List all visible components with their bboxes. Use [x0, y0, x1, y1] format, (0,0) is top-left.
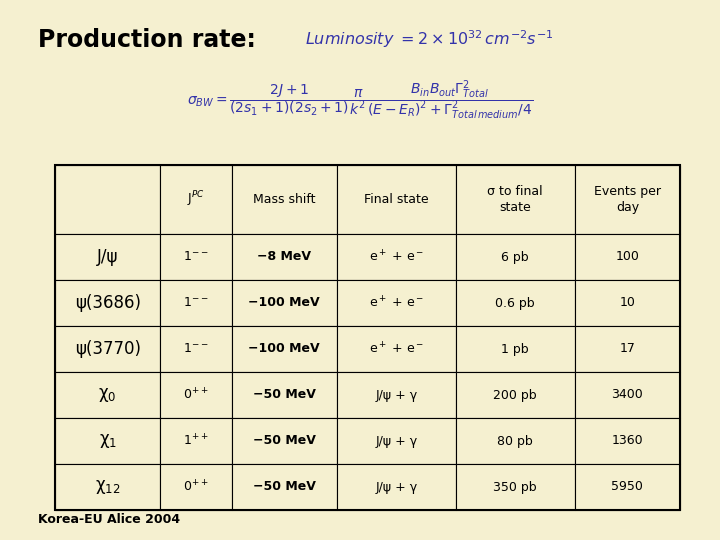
Bar — [337, 234, 456, 280]
Bar — [456, 372, 575, 418]
Text: 10: 10 — [619, 296, 635, 309]
Text: 1$^{--}$: 1$^{--}$ — [183, 342, 209, 355]
Text: 100: 100 — [616, 251, 639, 264]
Text: e$^+$ + e$^-$: e$^+$ + e$^-$ — [369, 341, 424, 356]
Text: Final state: Final state — [364, 193, 428, 206]
Text: −100 MeV: −100 MeV — [248, 296, 320, 309]
Bar — [55, 234, 161, 280]
Text: 1$^{--}$: 1$^{--}$ — [183, 296, 209, 309]
Text: $\sigma_{BW} = \dfrac{2J+1}{(2s_1+1)(2s_2+1)}\dfrac{\pi}{k^2}\dfrac{B_{in}B_{out: $\sigma_{BW} = \dfrac{2J+1}{(2s_1+1)(2s_… — [187, 78, 533, 122]
Bar — [232, 280, 337, 326]
Text: Korea-EU Alice 2004: Korea-EU Alice 2004 — [38, 513, 180, 526]
Bar — [575, 326, 680, 372]
Bar — [161, 372, 232, 418]
Bar — [161, 234, 232, 280]
Bar — [55, 280, 161, 326]
Bar — [232, 326, 337, 372]
Text: Mass shift: Mass shift — [253, 193, 315, 206]
Text: 3400: 3400 — [611, 388, 643, 402]
Bar — [575, 464, 680, 510]
Text: J/ψ + γ: J/ψ + γ — [375, 388, 418, 402]
Text: Events per
day: Events per day — [594, 185, 661, 214]
Bar — [456, 165, 575, 234]
Bar — [575, 418, 680, 464]
Text: −8 MeV: −8 MeV — [257, 251, 311, 264]
Text: 1360: 1360 — [611, 435, 643, 448]
Bar — [337, 280, 456, 326]
Text: Luminosity $= 2\times10^{32}\,cm^{-2}s^{-1}$: Luminosity $= 2\times10^{32}\,cm^{-2}s^{… — [305, 28, 554, 50]
Bar — [456, 280, 575, 326]
Text: J$^{PC}$: J$^{PC}$ — [187, 190, 205, 210]
Text: ψ(3686): ψ(3686) — [75, 294, 140, 312]
Bar — [161, 165, 232, 234]
Text: e$^+$ + e$^-$: e$^+$ + e$^-$ — [369, 249, 424, 265]
Text: 0$^{++}$: 0$^{++}$ — [183, 387, 209, 403]
Bar — [55, 418, 161, 464]
Bar — [337, 165, 456, 234]
Bar — [456, 464, 575, 510]
Bar — [55, 372, 161, 418]
Text: χ$_{12}$: χ$_{12}$ — [95, 478, 120, 496]
Bar — [232, 234, 337, 280]
Bar — [161, 280, 232, 326]
Bar — [232, 464, 337, 510]
Text: −50 MeV: −50 MeV — [253, 481, 315, 494]
Text: e$^+$ + e$^-$: e$^+$ + e$^-$ — [369, 295, 424, 310]
Text: 5950: 5950 — [611, 481, 643, 494]
Bar — [456, 326, 575, 372]
Bar — [456, 234, 575, 280]
Bar — [232, 418, 337, 464]
Bar — [161, 326, 232, 372]
Bar — [161, 418, 232, 464]
Text: 1$^{++}$: 1$^{++}$ — [183, 433, 209, 449]
Bar — [161, 464, 232, 510]
Bar — [55, 165, 161, 234]
Bar — [232, 372, 337, 418]
Bar — [575, 372, 680, 418]
Bar — [55, 326, 161, 372]
Text: J/ψ: J/ψ — [97, 248, 118, 266]
Text: 0.6 pb: 0.6 pb — [495, 296, 535, 309]
Text: J/ψ + γ: J/ψ + γ — [375, 435, 418, 448]
Bar — [456, 418, 575, 464]
Bar — [55, 464, 161, 510]
Text: 17: 17 — [619, 342, 635, 355]
Text: J/ψ + γ: J/ψ + γ — [375, 481, 418, 494]
Bar — [575, 280, 680, 326]
Bar — [232, 165, 337, 234]
Text: ψ(3770): ψ(3770) — [75, 340, 140, 358]
Text: 350 pb: 350 pb — [493, 481, 537, 494]
Text: 1 pb: 1 pb — [501, 342, 529, 355]
Bar — [337, 464, 456, 510]
Text: χ$_0$: χ$_0$ — [99, 386, 117, 404]
Bar — [55, 165, 680, 510]
Bar — [337, 372, 456, 418]
Bar — [337, 326, 456, 372]
Text: 200 pb: 200 pb — [493, 388, 537, 402]
Text: χ$_1$: χ$_1$ — [99, 432, 117, 450]
Text: −50 MeV: −50 MeV — [253, 388, 315, 402]
Bar — [575, 234, 680, 280]
Text: 0$^{++}$: 0$^{++}$ — [183, 480, 209, 495]
Text: −50 MeV: −50 MeV — [253, 435, 315, 448]
Bar — [337, 418, 456, 464]
Text: −100 MeV: −100 MeV — [248, 342, 320, 355]
Text: σ to final
state: σ to final state — [487, 185, 543, 214]
Text: Production rate:: Production rate: — [38, 28, 256, 52]
Text: 80 pb: 80 pb — [498, 435, 533, 448]
Text: 1$^{--}$: 1$^{--}$ — [183, 251, 209, 264]
Bar — [575, 165, 680, 234]
Text: 6 pb: 6 pb — [501, 251, 529, 264]
